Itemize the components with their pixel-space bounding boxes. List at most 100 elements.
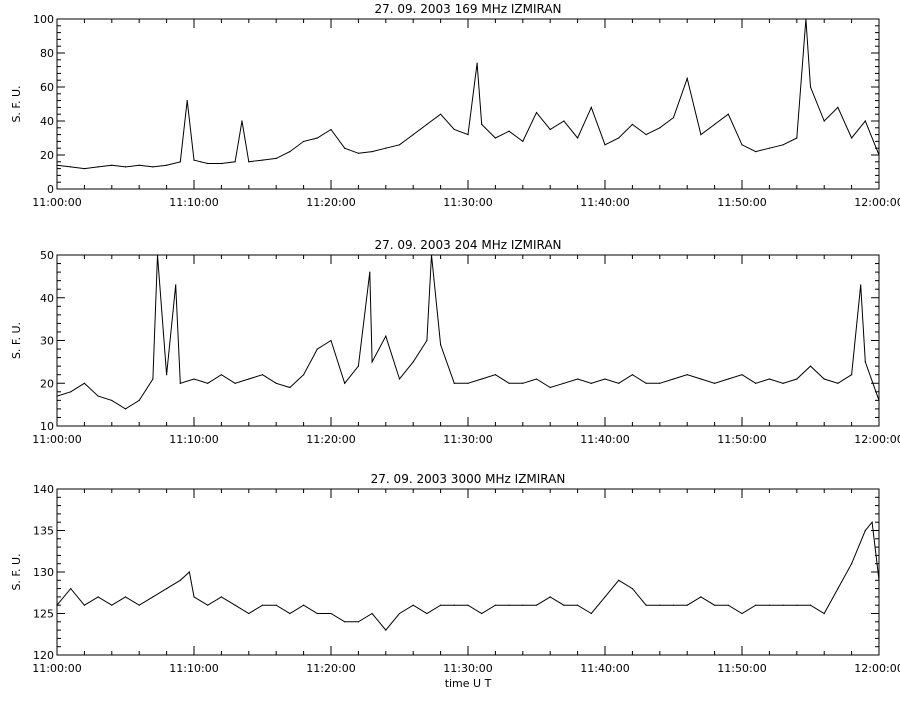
x-tick-label: 11:00:00 bbox=[32, 196, 81, 209]
data-point bbox=[385, 335, 387, 337]
data-point bbox=[837, 382, 839, 384]
x-tick-label: 12:00:00 bbox=[854, 196, 900, 209]
data-point bbox=[234, 604, 236, 606]
y-tick-label: 140 bbox=[33, 483, 54, 496]
data-point bbox=[768, 147, 771, 149]
data-point bbox=[371, 151, 373, 153]
data-point bbox=[837, 106, 839, 108]
data-point bbox=[494, 374, 496, 376]
data-point bbox=[275, 604, 277, 606]
x-tick-label: 11:50:00 bbox=[717, 196, 766, 209]
y-tick-label: 0 bbox=[47, 183, 54, 196]
series-line bbox=[57, 520, 879, 631]
data-point bbox=[686, 604, 688, 606]
data-point bbox=[453, 382, 455, 384]
data-point bbox=[467, 382, 469, 384]
data-point bbox=[672, 378, 675, 380]
data-point bbox=[97, 395, 99, 397]
data-point bbox=[330, 612, 332, 615]
data-point bbox=[369, 271, 371, 273]
data-point bbox=[467, 134, 469, 136]
data-point bbox=[412, 604, 414, 606]
data-point bbox=[864, 529, 866, 532]
x-tick-label: 11:20:00 bbox=[306, 662, 355, 675]
data-point bbox=[56, 395, 58, 397]
data-point bbox=[83, 382, 85, 384]
data-point bbox=[303, 374, 305, 376]
y-tick-label: 50 bbox=[40, 249, 54, 262]
data-point bbox=[453, 604, 455, 606]
data-point bbox=[241, 120, 243, 122]
data-point bbox=[631, 123, 634, 125]
data-point bbox=[878, 399, 880, 401]
data-point bbox=[590, 382, 592, 384]
data-point bbox=[871, 521, 873, 523]
data-point bbox=[316, 137, 318, 139]
data-point bbox=[440, 604, 442, 606]
data-point bbox=[371, 361, 373, 363]
data-point bbox=[686, 374, 688, 376]
data-point bbox=[714, 123, 716, 125]
data-point bbox=[175, 284, 177, 286]
y-tick-label: 20 bbox=[40, 377, 54, 390]
data-point bbox=[727, 378, 729, 380]
data-point bbox=[782, 144, 784, 146]
data-point bbox=[755, 382, 757, 384]
data-point bbox=[535, 378, 538, 380]
data-point bbox=[152, 166, 154, 168]
data-point bbox=[70, 166, 72, 168]
data-point bbox=[138, 604, 140, 606]
data-point bbox=[727, 604, 729, 606]
x-tick-label: 11:10:00 bbox=[169, 433, 218, 446]
data-point bbox=[275, 382, 277, 384]
data-point bbox=[207, 162, 209, 165]
data-point bbox=[56, 164, 58, 166]
x-tick-label: 11:00:00 bbox=[32, 662, 81, 675]
data-point bbox=[234, 382, 236, 384]
data-point bbox=[494, 137, 496, 139]
data-point bbox=[275, 157, 277, 159]
data-point bbox=[851, 374, 853, 376]
data-point bbox=[83, 604, 85, 606]
data-point bbox=[124, 408, 127, 410]
data-point bbox=[823, 612, 825, 615]
y-axis-label: S. F. U. bbox=[10, 322, 23, 359]
data-point bbox=[193, 159, 195, 161]
chart-title: 27. 09. 2003 3000 MHz IZMIRAN bbox=[371, 472, 566, 486]
data-point bbox=[878, 154, 880, 156]
chart-panel-2: 27. 09. 2003 204 MHz IZMIRAN S. F. U. 10 20… bbox=[10, 238, 900, 446]
data-point bbox=[344, 147, 346, 149]
data-point bbox=[70, 391, 72, 393]
y-tick-label: 130 bbox=[33, 566, 54, 579]
data-point bbox=[56, 604, 58, 606]
data-point bbox=[700, 378, 702, 380]
data-point bbox=[645, 134, 647, 136]
data-point bbox=[70, 588, 72, 590]
x-tick-label: 11:20:00 bbox=[306, 433, 355, 446]
data-point bbox=[289, 386, 291, 389]
data-point bbox=[659, 127, 661, 129]
y-tick-label: 20 bbox=[40, 149, 54, 162]
data-point bbox=[166, 164, 168, 166]
x-axis-label: time U T bbox=[445, 677, 492, 690]
data-point bbox=[234, 161, 236, 163]
data-point bbox=[261, 159, 264, 161]
data-point bbox=[440, 344, 442, 346]
data-point bbox=[426, 612, 428, 615]
x-tick-label: 12:00:00 bbox=[854, 662, 900, 675]
x-tick-label: 11:40:00 bbox=[580, 196, 629, 209]
data-point bbox=[193, 378, 195, 380]
data-point bbox=[604, 596, 606, 598]
data-point bbox=[741, 374, 743, 376]
data-point bbox=[111, 164, 113, 166]
data-point bbox=[864, 361, 866, 363]
data-point bbox=[371, 612, 373, 615]
data-point bbox=[851, 563, 853, 565]
data-point bbox=[618, 579, 620, 581]
data-point bbox=[645, 604, 647, 606]
x-tick-label: 11:40:00 bbox=[580, 433, 629, 446]
data-point bbox=[385, 629, 387, 631]
data-point bbox=[604, 378, 606, 380]
y-tick-label: 100 bbox=[33, 13, 54, 26]
